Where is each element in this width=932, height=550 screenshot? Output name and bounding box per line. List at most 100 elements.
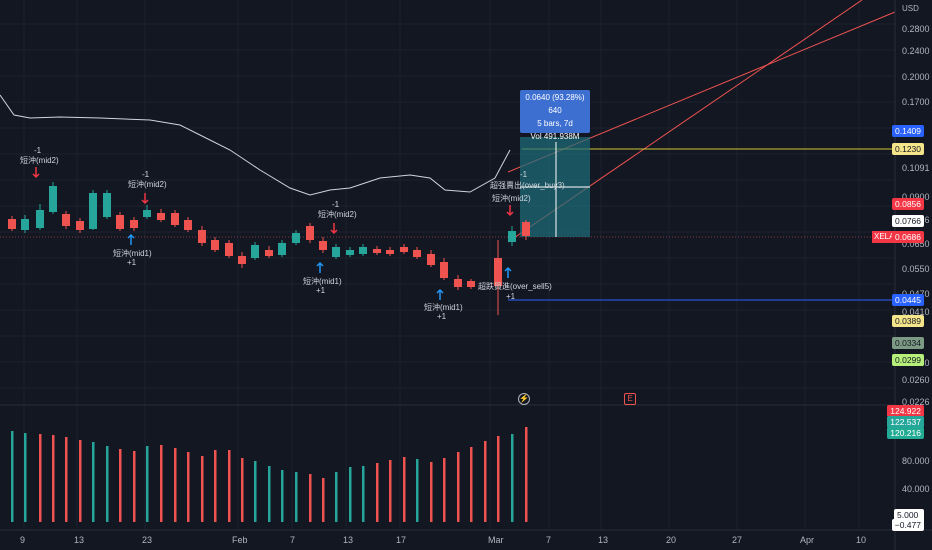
candle-body xyxy=(346,250,354,255)
volume-tag-red: 124.922 xyxy=(887,405,924,417)
buy-arrow-icon xyxy=(127,233,135,245)
candle-body xyxy=(494,258,502,286)
signal-count: +1 xyxy=(506,292,516,301)
candle-body xyxy=(292,233,300,243)
signal-label: 超强賣出(over_buy3) xyxy=(490,180,565,190)
price-tick: 0.1091 xyxy=(902,163,930,173)
candle-body xyxy=(130,220,138,228)
volume-bar xyxy=(416,459,419,522)
price-tick: 0.2800 xyxy=(902,24,930,34)
signal-count: +1 xyxy=(316,286,326,295)
volume-bar xyxy=(65,437,68,522)
signal-label: 短沖(mid2) xyxy=(492,193,531,203)
time-axis[interactable]: 9 13 16 23 Feb 7 13 17 Mar 7 13 20 27 Ap… xyxy=(20,535,866,545)
earnings-icon[interactable]: E xyxy=(624,393,636,405)
volume-bar xyxy=(119,449,122,522)
candle-body xyxy=(157,213,165,220)
price-tick: 0.0410 xyxy=(902,307,930,317)
buy-arrow-icon xyxy=(436,288,444,300)
tooltip-bars: 5 bars, 7d xyxy=(537,119,573,128)
price-tag-yellow: 0.0389 xyxy=(892,315,924,327)
volume-tag-green: 122.537 xyxy=(887,416,924,428)
signal-count: +1 xyxy=(127,258,137,267)
candle-body xyxy=(522,222,530,236)
volume-bar xyxy=(241,458,244,522)
volume-tag-green-2: 120.216 xyxy=(887,427,924,439)
candle-body xyxy=(386,250,394,254)
time-tick: 27 xyxy=(732,535,742,545)
candle-body xyxy=(373,249,381,253)
volume-bar xyxy=(362,466,365,522)
signal-label: 短沖(mid2) xyxy=(318,209,357,219)
candle-body xyxy=(36,210,44,228)
time-tick: 17 xyxy=(396,535,406,545)
candle-body xyxy=(8,219,16,229)
sell-arrow-icon xyxy=(32,167,40,179)
buy-arrow-icon xyxy=(316,261,324,273)
signal-label: 短沖(mid1) xyxy=(424,302,463,312)
volume-bar xyxy=(228,450,231,522)
time-tick: 10 xyxy=(856,535,866,545)
volume-tag-bottom-2: −0.477 xyxy=(891,519,924,531)
price-tick: 0.0226 xyxy=(902,397,930,407)
volume-bar xyxy=(201,456,204,522)
candle-body xyxy=(103,193,111,217)
signal-labels: -1 短沖(mid2) -1 短沖(mid2) -1 短沖(mid2) -1 超… xyxy=(20,146,565,321)
signal-label: 短沖(mid2) xyxy=(20,155,59,165)
volume-bar xyxy=(11,431,14,522)
tooltip-volume: Vol 491.938M xyxy=(530,132,580,141)
price-tag-red: 0.0856 xyxy=(892,198,924,210)
signal-label: 短沖(mid1) xyxy=(113,248,152,258)
volume-bar xyxy=(214,450,217,522)
volume-bar xyxy=(511,434,514,522)
candle-body xyxy=(508,231,516,242)
volume-bar xyxy=(281,470,284,522)
volume-bar xyxy=(322,478,325,522)
volume-bar xyxy=(295,472,298,522)
time-tick: 20 xyxy=(666,535,676,545)
price-tag-current: 0.0686 xyxy=(892,231,924,243)
price-tag-white: 0.0766 xyxy=(892,215,924,227)
candle-body xyxy=(319,241,327,250)
volume-bar xyxy=(160,445,163,522)
price-tag-target: 0.1230 xyxy=(892,143,924,155)
volume-bars xyxy=(11,427,528,522)
volume-bar xyxy=(39,434,42,522)
candle-body xyxy=(225,243,233,256)
candle-body xyxy=(265,250,273,256)
volume-bar xyxy=(389,460,392,522)
volume-bar xyxy=(24,433,27,522)
time-tick: 13 xyxy=(343,535,353,545)
candle-body xyxy=(211,240,219,250)
volume-bar xyxy=(174,448,177,522)
volume-bar xyxy=(52,435,55,522)
time-tick: 7 xyxy=(290,535,295,545)
volume-axis[interactable]: 80.000 40.000 xyxy=(902,456,930,494)
volume-tag-bottom-1: 5.000 xyxy=(894,509,924,521)
moving-average-line xyxy=(0,94,511,196)
time-tick: 7 xyxy=(546,535,551,545)
sell-arrow-icon xyxy=(506,205,514,217)
volume-bar xyxy=(146,446,149,522)
time-tick: 13 xyxy=(74,535,84,545)
candle-body xyxy=(89,193,97,229)
flash-icon[interactable]: ⚡ xyxy=(518,393,530,405)
volume-bar xyxy=(335,472,338,522)
candle-body xyxy=(184,220,192,230)
price-tick: 0.2400 xyxy=(902,46,930,56)
volume-bar xyxy=(525,427,528,522)
time-tick: 23 xyxy=(142,535,152,545)
price-tick: 0.0550 xyxy=(902,264,930,274)
volume-bar xyxy=(457,452,460,522)
candle-body xyxy=(440,262,448,278)
volume-tick: 40.000 xyxy=(902,484,930,494)
candles xyxy=(8,182,530,315)
candle-body xyxy=(76,221,84,230)
sell-arrow-icon xyxy=(330,223,338,235)
candle-body xyxy=(198,230,206,243)
candle-body xyxy=(454,279,462,287)
price-tag-green: 0.0299 xyxy=(892,354,924,366)
time-tick: Mar xyxy=(488,535,504,545)
volume-bar xyxy=(484,441,487,522)
